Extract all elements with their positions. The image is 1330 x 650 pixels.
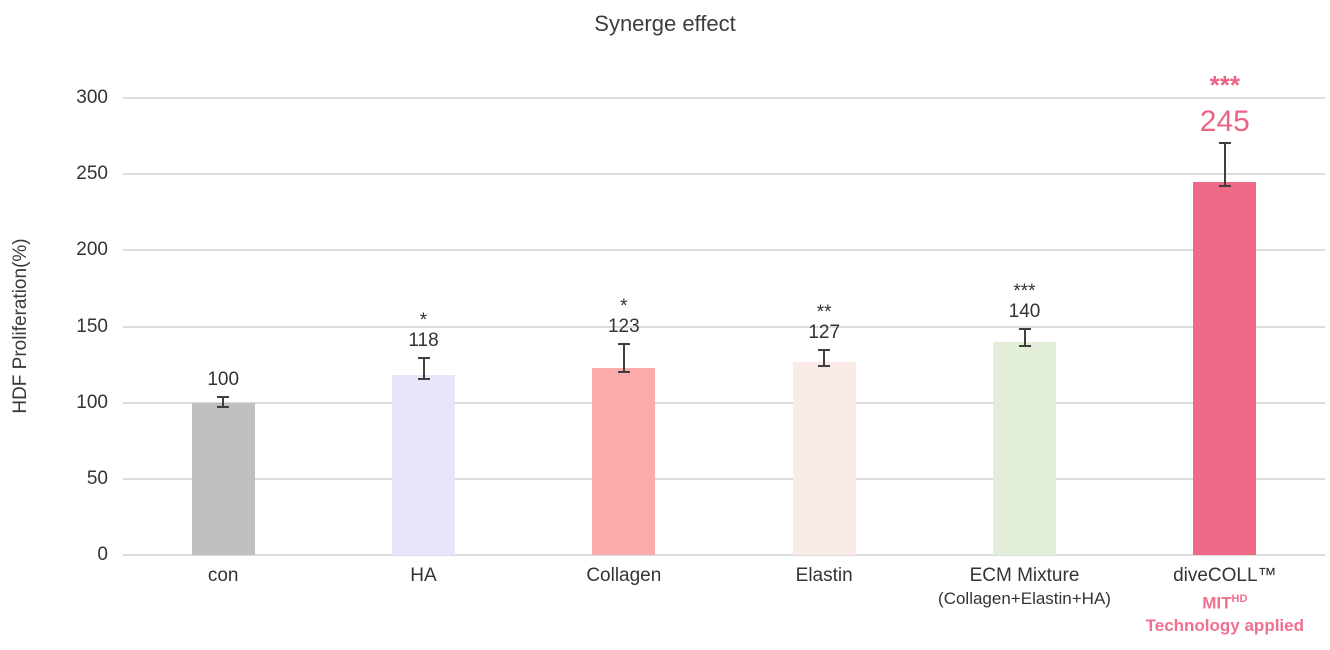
y-tick-label: 100	[76, 391, 108, 413]
y-tick-label: 300	[76, 87, 108, 108]
bar-value-label: 123	[607, 315, 640, 337]
gridline	[123, 325, 1325, 328]
technology-note: Technology applied	[1145, 615, 1304, 635]
error-bar	[222, 398, 225, 406]
bar	[792, 361, 856, 555]
bar-annotation: 100	[123, 368, 323, 392]
significance-stars: *	[419, 309, 428, 331]
error-bar-cap-top	[617, 342, 630, 345]
x-category-label: ECM Mixture (Collagen+Elastin+HA)	[924, 563, 1124, 609]
gridline	[123, 554, 1325, 556]
error-bar-cap-top	[217, 396, 230, 399]
error-bar	[422, 358, 425, 379]
bar-value-label: 140	[1008, 300, 1041, 322]
gridline	[123, 173, 1325, 176]
y-tick-label: 50	[86, 467, 108, 489]
bar	[392, 375, 455, 555]
x-category-name: ECM Mixture	[969, 565, 1080, 586]
bar-annotation: *** 140	[924, 280, 1124, 324]
gridline	[123, 97, 1325, 99]
x-category-label: con	[123, 563, 323, 588]
y-tick-label: 250	[76, 163, 108, 185]
significance-stars: *	[620, 295, 628, 317]
bar	[191, 402, 255, 555]
bar-annotation: * 118	[323, 309, 523, 353]
error-bar-cap-bottom	[417, 378, 430, 381]
bar-annotation: ** 127	[724, 301, 924, 345]
error-bar	[622, 344, 625, 371]
error-bar-cap-bottom	[818, 364, 831, 367]
error-bar-cap-bottom	[617, 370, 630, 373]
error-bar-cap-top	[417, 356, 430, 359]
plot-area: 100 * 118 * 123 ** 127 *** 140 *** 245	[123, 72, 1325, 556]
error-bar	[1023, 329, 1026, 345]
x-category-label: diveCOLL™ MITHD Technology applied	[1125, 563, 1325, 637]
x-category-label: Elastin	[724, 563, 924, 588]
y-tick-label: 200	[76, 239, 108, 261]
x-category-name: con	[207, 565, 239, 586]
chart-title: Synerge effect	[594, 11, 736, 36]
bar-annotation: *** 245	[1125, 69, 1325, 138]
error-bar-cap-top	[1018, 327, 1031, 330]
x-category-name: Collagen	[586, 565, 662, 586]
y-tick-label: 150	[76, 315, 108, 337]
bar-value-label: 100	[207, 369, 240, 391]
significance-stars: ***	[1013, 280, 1036, 302]
bar-annotation: * 123	[524, 295, 724, 339]
x-category-name: Elastin	[795, 565, 853, 586]
error-bar	[823, 350, 826, 365]
gridline	[123, 477, 1325, 480]
bar-value-label: 127	[808, 321, 841, 343]
bar	[1193, 181, 1257, 555]
bar	[993, 341, 1056, 555]
y-tick-label: 0	[97, 544, 108, 565]
significance-stars: **	[816, 301, 832, 323]
error-bar-cap-bottom	[217, 405, 230, 408]
error-bar	[1223, 143, 1226, 185]
error-bar-cap-top	[818, 348, 831, 351]
x-category-sublabel: (Collagen+Elastin+HA)	[938, 589, 1111, 608]
technology-brand-label: MITHD	[1202, 593, 1248, 613]
x-category-name: HA	[410, 565, 437, 586]
bar-value-label: 118	[408, 329, 439, 351]
gridline	[123, 249, 1325, 252]
error-bar-cap-bottom	[1218, 184, 1231, 187]
bar	[592, 367, 656, 555]
error-bar-cap-bottom	[1018, 344, 1031, 347]
x-category-label: Collagen	[524, 563, 724, 588]
bar-value-label: 245	[1199, 104, 1250, 138]
y-axis-title: HDF Proliferation(%)	[10, 238, 31, 414]
gridline	[123, 401, 1325, 404]
x-category-name: diveCOLL™	[1173, 565, 1277, 586]
x-category-label: HA	[323, 563, 523, 588]
significance-stars: ***	[1209, 69, 1240, 100]
error-bar-cap-top	[1218, 141, 1231, 144]
